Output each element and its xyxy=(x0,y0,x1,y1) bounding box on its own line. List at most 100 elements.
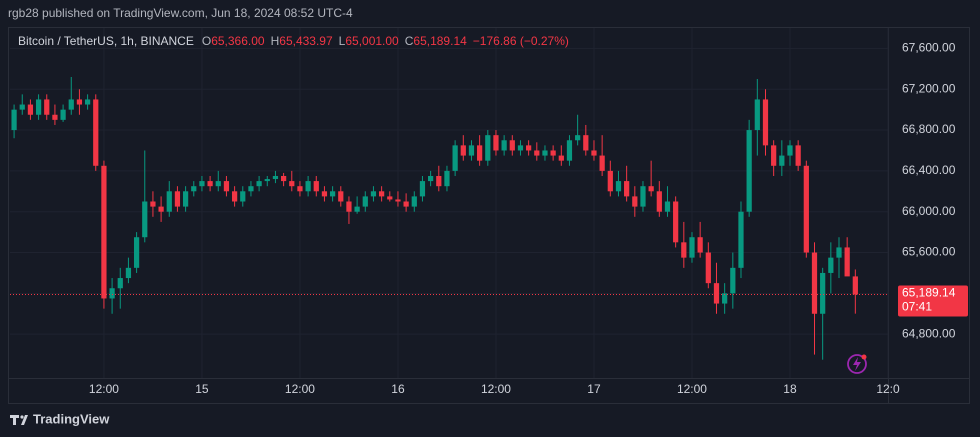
candle-body xyxy=(35,99,42,115)
candle-body xyxy=(558,155,564,161)
candle-body xyxy=(158,206,164,212)
legend-change: −176.86 (−0.27%) xyxy=(473,34,569,48)
candle-body xyxy=(223,181,230,192)
candle-body xyxy=(191,186,197,192)
candle-body xyxy=(125,267,132,279)
y-tick-label: 67,600.00 xyxy=(902,41,956,55)
candle-body xyxy=(713,283,720,304)
candle-body xyxy=(852,276,858,295)
legend-key: O xyxy=(202,34,211,48)
candle-body xyxy=(93,99,99,166)
x-tick-label: 12:00 xyxy=(481,382,511,396)
x-tick-label: 18 xyxy=(783,382,797,396)
candle-body xyxy=(182,191,189,207)
candle-body xyxy=(485,135,491,161)
x-tick-label: 16 xyxy=(391,382,405,396)
candle-body xyxy=(599,155,605,171)
candle-body xyxy=(828,257,834,273)
legend: Bitcoin / TetherUS, 1h, BINANCE O65,366.0… xyxy=(18,34,569,48)
candle-body xyxy=(624,181,630,197)
candle-body xyxy=(240,191,246,202)
candle-body xyxy=(305,181,311,192)
candle-body xyxy=(550,150,556,156)
y-tick-label: 64,800.00 xyxy=(902,326,956,340)
candle-body xyxy=(664,201,671,212)
candle-body xyxy=(19,104,25,110)
candle-body xyxy=(746,130,752,212)
candle-body xyxy=(640,186,646,207)
x-tick-label: 12:0 xyxy=(876,382,900,396)
candle-body xyxy=(101,165,107,299)
candle-body xyxy=(787,145,793,156)
y-tick-label: 67,200.00 xyxy=(902,81,956,95)
candle-body xyxy=(509,140,515,151)
candle-body xyxy=(248,186,254,192)
candle-body xyxy=(117,278,123,289)
candle-body xyxy=(52,114,58,120)
candle-body xyxy=(575,135,581,141)
candle-body xyxy=(795,145,801,166)
candle-body xyxy=(166,191,172,212)
candle-body xyxy=(501,140,507,151)
candle-body xyxy=(632,196,638,207)
candle-body xyxy=(648,186,654,192)
candle-body xyxy=(370,191,377,197)
legend-key: C xyxy=(405,34,414,48)
countdown-label: 07:41 xyxy=(902,300,932,314)
candle-body xyxy=(542,150,548,156)
x-tick-label: 12:00 xyxy=(89,382,119,396)
candle-body xyxy=(811,252,818,314)
legend-value: 65,001.00 xyxy=(345,34,399,48)
published-note: rgb28 published on TradingView.com, Jun … xyxy=(8,6,353,20)
candle-body xyxy=(264,179,270,182)
candle-body xyxy=(280,175,287,182)
candle-body xyxy=(844,247,850,277)
candle-body xyxy=(150,201,156,207)
footer-brand: TradingView xyxy=(33,411,110,426)
candle-body xyxy=(403,201,409,207)
candle-body xyxy=(76,99,83,105)
candle-body xyxy=(615,181,622,192)
candle-body xyxy=(779,155,785,166)
candle-body xyxy=(738,211,744,268)
legend-value: 65,366.00 xyxy=(211,34,265,48)
candle-body xyxy=(754,99,760,131)
candle-body xyxy=(656,191,662,212)
candle-body xyxy=(681,242,687,258)
candles xyxy=(11,76,858,360)
candle-body xyxy=(607,170,613,192)
candle-body xyxy=(379,191,385,197)
candle-body xyxy=(11,109,17,131)
candle-body xyxy=(297,186,303,192)
candle-body xyxy=(68,99,74,110)
candle-body xyxy=(428,175,434,182)
candle-body xyxy=(460,145,466,156)
candle-body xyxy=(411,196,417,207)
candle-body xyxy=(199,181,205,187)
candle-body xyxy=(133,237,140,268)
candle-body xyxy=(60,109,66,120)
legend-value: 65,189.14 xyxy=(413,34,467,48)
candle-body xyxy=(820,272,826,314)
candle-body xyxy=(566,140,573,161)
x-tick-label: 17 xyxy=(587,382,601,396)
candle-body xyxy=(836,247,842,258)
last-price-box xyxy=(898,285,968,317)
candle-body xyxy=(362,196,368,207)
candle-body xyxy=(272,175,279,180)
candle-body xyxy=(231,191,238,202)
candle-body xyxy=(517,145,524,151)
candle-body xyxy=(436,175,442,187)
candle-body xyxy=(705,252,711,284)
footer-logo xyxy=(10,415,28,425)
candle-body xyxy=(722,293,728,304)
candle-body xyxy=(730,267,736,294)
candle-body xyxy=(207,181,213,187)
candle-body xyxy=(395,199,401,202)
legend-symbol: Bitcoin / TetherUS, 1h, BINANCE xyxy=(18,34,194,48)
candle-body xyxy=(526,145,532,151)
candle-body xyxy=(313,181,319,192)
candle-body xyxy=(215,181,221,187)
last-price-label: 65,189.14 xyxy=(902,286,956,300)
candle-body xyxy=(44,99,50,115)
